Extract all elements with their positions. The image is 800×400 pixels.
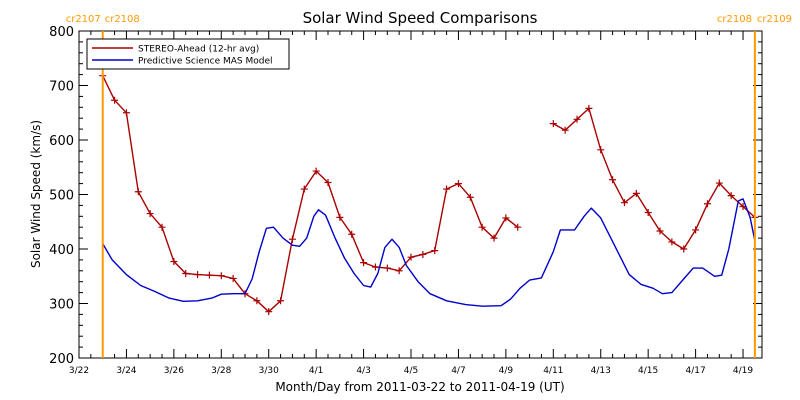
x-tick-label: 3/26	[164, 366, 184, 376]
carrington-markers: cr2107 cr2108 cr2108 cr2109	[66, 14, 792, 358]
x-axis-label: Month/Day from 2011-03-22 to 2011-04-19 …	[275, 380, 564, 394]
x-tick-label: 4/15	[638, 366, 658, 376]
axes-layer: 200 300 400 500 600 700 800 3/22 3/24 3/26 3/28 3/3…	[49, 25, 762, 376]
data-point-stereo	[715, 179, 723, 187]
x-tick-label: 3/24	[116, 366, 136, 376]
data-point-stereo	[419, 250, 427, 258]
legend-label-stereo: STEREO-Ahead (12-hr avg)	[138, 45, 259, 55]
data-point-stereo	[205, 271, 213, 279]
x-tick-label: 4/13	[591, 366, 611, 376]
plot-frame	[78, 30, 763, 359]
x-tick-label: 4/9	[499, 366, 514, 376]
data-point-stereo	[300, 185, 308, 193]
data-point-stereo	[253, 297, 261, 305]
chart-title: Solar Wind Speed Comparisons	[303, 9, 538, 27]
legend-label-model: Predictive Science MAS Model	[138, 57, 273, 67]
y-tick-label: 500	[49, 189, 74, 204]
data-point-stereo	[407, 253, 415, 261]
data-point-stereo	[158, 223, 166, 231]
data-point-stereo	[277, 297, 285, 305]
data-point-stereo	[597, 146, 605, 154]
data-point-stereo	[146, 210, 154, 218]
data-point-stereo	[680, 245, 688, 253]
data-point-stereo	[170, 258, 178, 266]
data-point-stereo	[632, 189, 640, 197]
y-tick-label: 300	[49, 298, 74, 313]
data-point-stereo	[561, 126, 569, 134]
carrington-label-next: cr2108	[105, 14, 140, 25]
y-tick-label: 800	[49, 25, 74, 40]
data-point-stereo	[502, 214, 510, 222]
y-tick-label: 600	[49, 134, 74, 149]
x-tick-label: 3/30	[259, 366, 279, 376]
series-line-model	[102, 198, 756, 307]
carrington-label-next: cr2109	[757, 14, 792, 25]
data-point-stereo	[383, 264, 391, 272]
data-point-stereo	[609, 176, 617, 184]
data-point-stereo	[692, 226, 700, 234]
data-point-stereo	[194, 271, 202, 279]
x-tick-label: 4/17	[685, 366, 705, 376]
data-point-stereo	[217, 272, 225, 280]
x-tick-label: 4/3	[356, 366, 370, 376]
data-point-stereo	[703, 200, 711, 208]
data-point-stereo	[431, 247, 439, 255]
data-point-stereo	[324, 179, 332, 187]
data-point-stereo	[122, 109, 130, 117]
x-tick-label: 3/22	[69, 366, 89, 376]
carrington-label-prev: cr2107	[66, 14, 101, 25]
data-point-stereo	[360, 259, 368, 267]
legend-box	[86, 38, 290, 70]
data-point-stereo	[182, 270, 190, 278]
data-point-stereo	[348, 230, 356, 238]
y-tick-label: 200	[49, 352, 74, 367]
x-tick-label: 4/7	[451, 366, 465, 376]
x-tick-label: 4/11	[543, 366, 563, 376]
series-line-stereo	[102, 75, 519, 313]
carrington-label-prev: cr2108	[717, 14, 752, 25]
legend: STEREO-Ahead (12-hr avg) Predictive Scie…	[86, 38, 290, 70]
data-point-stereo	[336, 213, 344, 221]
data-point-stereo	[490, 234, 498, 242]
x-tick-label: 4/19	[733, 366, 753, 376]
data-point-stereo	[371, 263, 379, 271]
y-tick-label: 700	[49, 80, 74, 95]
data-point-stereo	[478, 223, 486, 231]
data-point-stereo	[443, 185, 451, 193]
series-layer	[99, 72, 759, 316]
y-tick-label: 400	[49, 243, 74, 258]
data-point-stereo	[454, 180, 462, 188]
data-point-stereo	[727, 192, 735, 200]
data-point-stereo	[656, 227, 664, 235]
data-point-stereo	[265, 308, 273, 316]
x-tick-label: 3/28	[211, 366, 231, 376]
data-point-stereo	[644, 208, 652, 216]
data-point-stereo	[312, 167, 320, 175]
data-point-stereo	[229, 274, 237, 282]
data-point-stereo	[549, 120, 557, 128]
data-point-stereo	[668, 238, 676, 246]
data-point-stereo	[395, 267, 403, 275]
x-tick-label: 4/5	[404, 366, 418, 376]
series-line-stereo	[552, 107, 756, 250]
data-point-stereo	[288, 235, 296, 243]
x-tick-label: 4/1	[309, 366, 323, 376]
data-point-stereo	[466, 193, 474, 201]
data-point-stereo	[585, 104, 593, 112]
data-point-stereo	[134, 188, 142, 196]
data-point-stereo	[111, 96, 119, 104]
data-point-stereo	[573, 115, 581, 123]
data-point-stereo	[514, 223, 522, 231]
data-point-stereo	[620, 199, 628, 207]
y-axis-label: Solar Wind Speed (km/s)	[29, 120, 43, 268]
